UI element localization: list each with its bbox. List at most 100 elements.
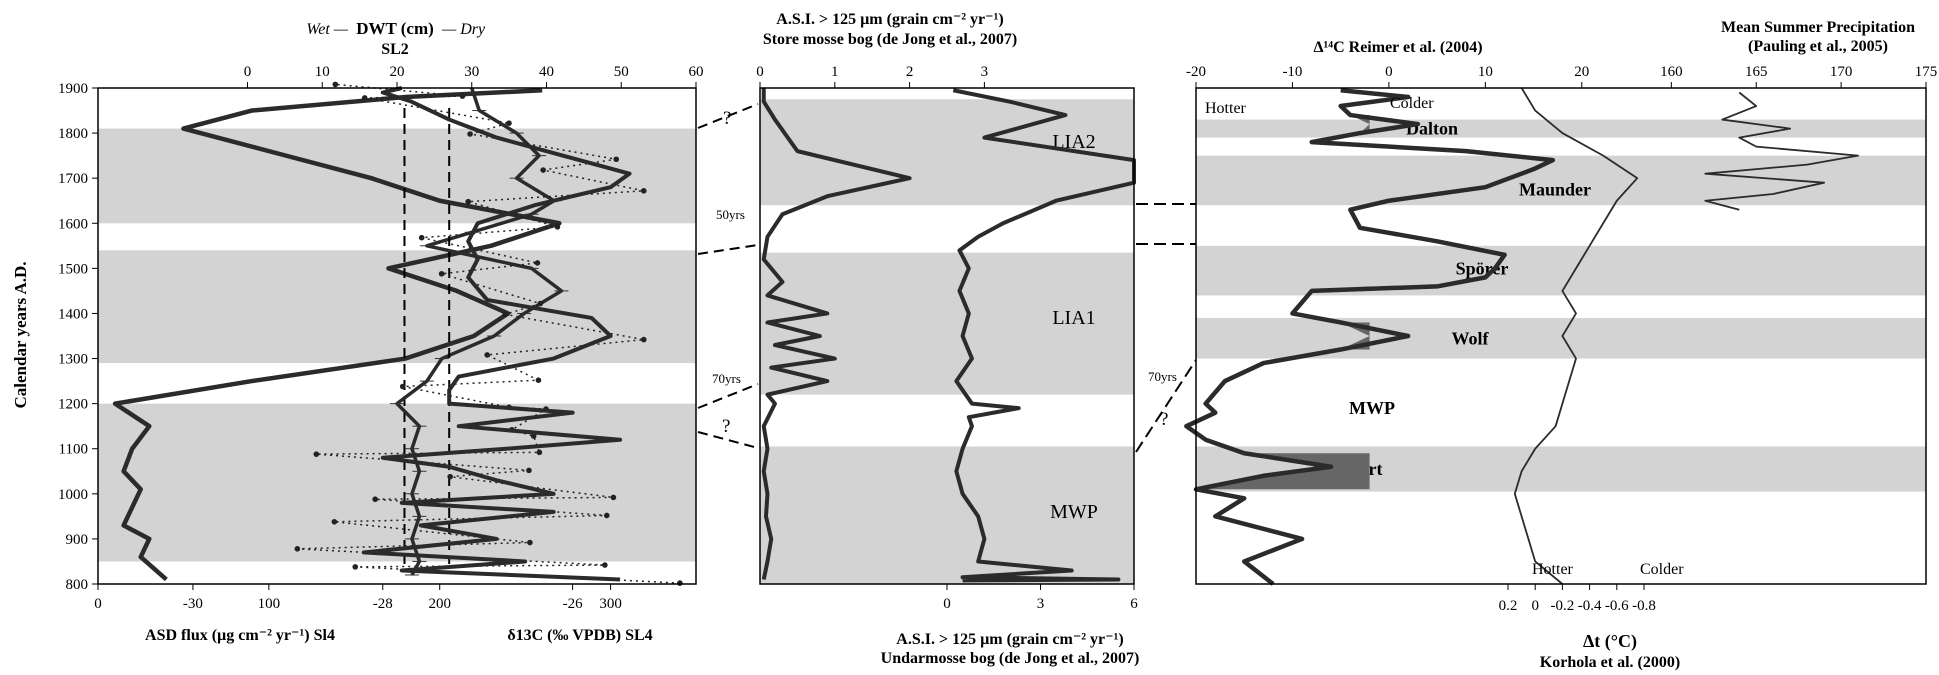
- undarmosse-x-label-1: A.S.I. > 125 µm (grain cm⁻² yr⁻¹): [896, 631, 1123, 648]
- precip-title-2: (Pauling et al., 2005): [1748, 38, 1888, 55]
- d13c-raw-point-5: [331, 518, 338, 525]
- d13c-raw-point-27: [465, 198, 471, 205]
- precip-tick-label-175: 175: [1915, 64, 1938, 80]
- store-mosse-title-2: Store mosse bog (de Jong et al., 2007): [763, 31, 1017, 48]
- d13c-tick-label--28: -28: [373, 596, 393, 612]
- band-0-2: [98, 403, 696, 562]
- d13c-raw-point-33: [361, 95, 368, 101]
- d13c-raw-point-3: [294, 546, 301, 552]
- connector-1540-left: [697, 244, 759, 255]
- question-mark-top: ?: [723, 108, 731, 129]
- asd-tick-label-100: 100: [258, 596, 281, 612]
- band-2-0: [1196, 119, 1926, 138]
- d13c-tick-label--30: -30: [183, 596, 203, 612]
- asd-flux-line: [112, 88, 562, 582]
- d13c-raw-point-23: [438, 270, 445, 277]
- d13c-raw-point-10: [526, 467, 532, 474]
- question-mark-middle-left: ?: [722, 416, 730, 437]
- dt-tick-label-0: 0: [1531, 598, 1539, 614]
- d13c-raw-point-31: [467, 131, 473, 137]
- connector-1220-right: [1135, 359, 1197, 453]
- dt-reference: Korhola et al. (2000): [1540, 654, 1680, 671]
- connector-1100-left: [697, 431, 759, 449]
- 70yrs-label-left: 70yrs: [712, 371, 741, 386]
- dwt-tick-label-0: 0: [244, 64, 252, 80]
- d13c-raw-point-8: [610, 494, 617, 501]
- data-series: LIA2LIA1MWPDaltonMaunderSpörerWolfMWPOor…: [112, 81, 1859, 586]
- precip-tick-label-170: 170: [1830, 64, 1853, 80]
- hotter-top-label: Hotter: [1205, 100, 1247, 117]
- dt-tick-label-0.2: 0.2: [1499, 598, 1518, 614]
- colder-top-label: Colder: [1390, 95, 1434, 112]
- dwt-tick-label-20: 20: [390, 64, 405, 80]
- d13c-x-axis-label: δ13C (‰ VPDB) SL4: [507, 627, 652, 644]
- axis-ticks: 8009001000110012001300140015001600170018…: [58, 64, 1937, 614]
- undar-tick-label-6: 6: [1130, 596, 1138, 612]
- y-tick-label-1700: 1700: [58, 171, 88, 187]
- dwt-tick-label-50: 50: [614, 64, 629, 80]
- undar-tick-label-0: 0: [943, 596, 951, 612]
- precip-line: [1704, 91, 1859, 211]
- y-tick-label-1800: 1800: [58, 126, 88, 142]
- dwt-site-label: SL2: [381, 41, 409, 58]
- c14-tick-label-20: 20: [1574, 64, 1589, 80]
- d13c-raw-point-18: [535, 377, 542, 383]
- c14-minimum-fill-3: [1340, 322, 1370, 350]
- dwt-tick-label-30: 30: [464, 64, 479, 80]
- dwt-tick-label-10: 10: [315, 64, 330, 80]
- asd-tick-label-0: 0: [94, 596, 102, 612]
- c14-tick-label--10: -10: [1282, 64, 1302, 80]
- band-1-2: [760, 446, 1134, 584]
- d13c-raw-point-2: [602, 562, 608, 568]
- y-tick-label-1000: 1000: [58, 487, 88, 503]
- band-label-spörer: Spörer: [1456, 258, 1509, 278]
- connector-1200-left: [697, 383, 759, 409]
- precip-title-1: Mean Summer Precipitation: [1721, 19, 1915, 36]
- dwt-wet-label: Wet —: [306, 21, 348, 38]
- d13c-raw-point-12: [536, 449, 543, 456]
- c14-minimum-fill-0: [1350, 115, 1370, 134]
- dt-tick-label--0.2: -0.2: [1551, 598, 1575, 614]
- band-label-mwp: MWP: [1050, 501, 1098, 523]
- y-tick-label-1900: 1900: [58, 81, 88, 97]
- d13c-raw-point-9: [447, 473, 453, 480]
- d13c-tick-label--26: -26: [563, 596, 583, 612]
- band-2-2: [1196, 245, 1926, 296]
- precip-tick-label-165: 165: [1745, 64, 1768, 80]
- d13c-raw-point-7: [372, 496, 378, 503]
- d13c-raw-point-1: [352, 564, 359, 570]
- precip-tick-label-160: 160: [1660, 64, 1683, 80]
- asd-tick-label-200: 200: [428, 596, 451, 612]
- d13c-raw-point-34: [459, 93, 466, 99]
- band-2-3: [1196, 317, 1926, 359]
- d13c-raw-point-6: [603, 512, 610, 519]
- band-label-mwp: MWP: [1349, 398, 1395, 418]
- d13c-raw-point-26: [554, 224, 561, 230]
- shaded-periods: [98, 99, 1926, 584]
- store-mosse-line: [761, 88, 912, 580]
- undarmosse-x-label-2: Undarmosse bog (de Jong et al., 2007): [881, 650, 1140, 667]
- c14-line: [1184, 88, 1556, 586]
- d13c-raw-point-17: [399, 383, 406, 390]
- store-tick-label-0: 0: [756, 64, 764, 80]
- d13c-raw-point-11: [313, 451, 320, 457]
- dt-tick-label--0.8: -0.8: [1632, 598, 1656, 614]
- d13c-raw-point-24: [534, 260, 541, 266]
- store-tick-label-2: 2: [906, 64, 914, 80]
- dwt-tick-label-60: 60: [689, 64, 704, 80]
- dwt-line: [395, 87, 564, 576]
- d13c-raw-point-21: [502, 311, 509, 318]
- hotter-bottom-label: Hotter: [1532, 561, 1574, 578]
- d13c-raw-point-19: [484, 352, 490, 358]
- dt-tick-label--0.4: -0.4: [1578, 598, 1602, 614]
- dt-line: [1513, 87, 1639, 585]
- undar-tick-label-3: 3: [1037, 596, 1045, 612]
- asd-x-axis-label: ASD flux (µg cm⁻² yr⁻¹) Sl4: [145, 627, 335, 644]
- d13c-raw-point-29: [540, 167, 546, 173]
- c14-title: Δ¹⁴C Reimer et al. (2004): [1313, 39, 1482, 56]
- c14-tick-label--20: -20: [1186, 64, 1206, 80]
- y-tick-label-1200: 1200: [58, 397, 88, 413]
- d13c-raw-point-30: [613, 156, 620, 163]
- y-tick-label-1400: 1400: [58, 306, 88, 322]
